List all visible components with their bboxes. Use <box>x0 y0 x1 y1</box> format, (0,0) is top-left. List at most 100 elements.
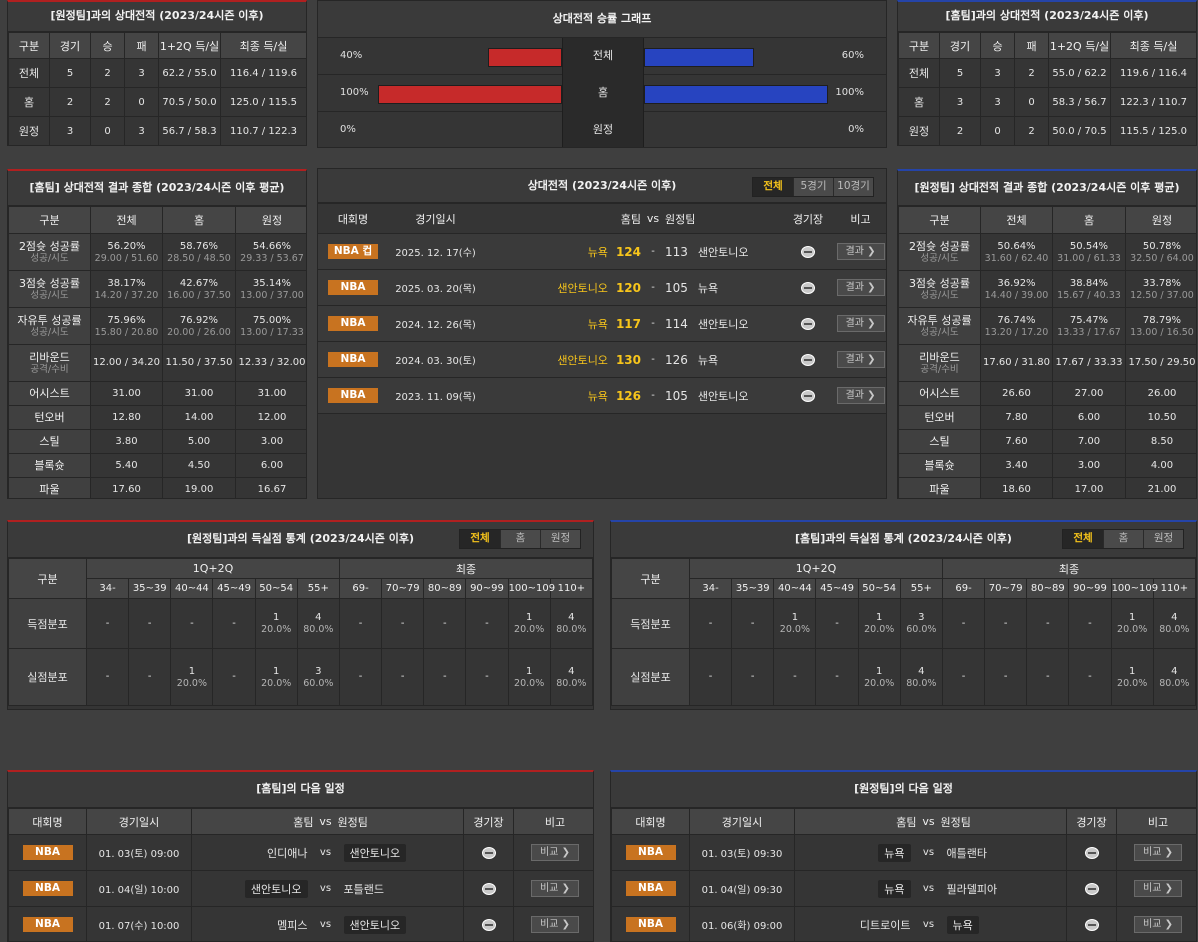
range-header: 34- <box>688 578 733 599</box>
stadium-icon[interactable] <box>481 918 496 931</box>
stat-label: 파울 <box>8 477 91 498</box>
right-percent: 60% <box>841 50 864 61</box>
right-win-bar <box>644 48 754 67</box>
stat-row: 리바운드 공격/수비 17.60 / 31.80 17.67 / 33.33 17.50… <box>898 344 1196 382</box>
stat-detail: 13.00 / 37.00 <box>240 289 304 301</box>
result-button[interactable]: 결과 ❯ <box>836 243 885 260</box>
stadium-icon[interactable] <box>801 281 815 294</box>
away-score: 105 <box>665 280 688 295</box>
stat-value: 76.92% <box>179 314 219 326</box>
tab-1[interactable]: 홈 <box>500 530 540 548</box>
schedule-row: NBA 01. 03(토) 09:30 뉴욕 vs 애틀랜타 비교 ❯ <box>611 834 1196 871</box>
group-header-row: 구분 1Q+2Q 최종 <box>611 558 1196 599</box>
stadium-icon[interactable] <box>1084 882 1099 895</box>
tab-0[interactable]: 전체 <box>753 178 793 196</box>
distribution-cell: 4 80.0% <box>549 648 593 706</box>
stat-cell: 17.67 / 33.33 <box>1052 344 1126 382</box>
compare-button[interactable]: 비교 ❯ <box>531 844 579 861</box>
stat-cell: 17.60 / 31.80 <box>980 344 1053 382</box>
distribution-cell: 1 20.0% <box>1110 648 1154 706</box>
stadium-icon[interactable] <box>801 245 815 258</box>
distribution-cell: 1 20.0% <box>1110 598 1154 649</box>
stat-label: 블록슛 <box>8 453 91 478</box>
note-cell: 비교 ❯ <box>513 870 593 907</box>
percent: 20.0% <box>864 677 895 689</box>
compare-button[interactable]: 비교 ❯ <box>1134 844 1182 861</box>
column-header: 대회명 <box>318 203 388 234</box>
stat-cell: 50.64% 31.60 / 62.40 <box>980 233 1053 271</box>
stat-value: 38.84% <box>1069 277 1109 289</box>
column-header: 전체 <box>980 206 1053 234</box>
percent: 60.0% <box>906 624 937 635</box>
cell: 2 <box>49 87 91 117</box>
group-header-row: 구분 1Q+2Q 최종 <box>8 558 593 599</box>
distribution-cell: - <box>688 648 733 706</box>
stadium-icon[interactable] <box>1084 918 1099 931</box>
tab-0[interactable]: 전체 <box>1063 530 1103 548</box>
column-header: 패 <box>1014 32 1049 59</box>
compare-button[interactable]: 비교 ❯ <box>1134 916 1182 933</box>
count: - <box>105 671 110 682</box>
cell: 122.3 / 110.7 <box>1110 87 1196 117</box>
tab-2[interactable]: 원정 <box>540 530 580 548</box>
stat-value: 17.67 / 33.33 <box>1055 357 1123 368</box>
result-button[interactable]: 결과 ❯ <box>836 279 885 296</box>
stat-value: 3.40 <box>1005 459 1028 471</box>
away-team: 애틀랜타 <box>946 846 987 860</box>
stat-cell: 10.50 <box>1125 405 1196 430</box>
points-tabs: 전체 홈 원정 <box>459 529 581 549</box>
stat-row: 블록슛 3.40 3.00 4.00 <box>898 453 1196 478</box>
stat-sub: 성공/시도 <box>920 253 959 264</box>
result-button[interactable]: 결과 ❯ <box>836 387 885 404</box>
count: - <box>708 671 713 682</box>
stat-label: 2점슛 성공률 성공/시도 <box>898 233 981 271</box>
count: - <box>358 617 363 629</box>
left-win-bar <box>378 85 562 104</box>
distribution-cell: - <box>381 648 425 706</box>
result-button[interactable]: 결과 ❯ <box>836 351 885 368</box>
count: 1 <box>273 612 280 623</box>
stat-name: 턴오버 <box>924 411 955 424</box>
distribution-cell: 1 20.0% <box>773 598 817 649</box>
compare-button[interactable]: 비교 ❯ <box>1134 880 1182 897</box>
stadium-icon[interactable] <box>801 353 815 366</box>
count: - <box>1003 671 1008 682</box>
compare-button[interactable]: 비교 ❯ <box>531 880 579 897</box>
tab-0[interactable]: 전체 <box>460 530 500 548</box>
distribution-cell: 1 20.0% <box>507 648 551 706</box>
count: 1 <box>791 612 799 623</box>
stat-cell: 12.80 <box>90 405 163 430</box>
percent: 80.0% <box>906 677 937 689</box>
stadium-icon[interactable] <box>1084 846 1099 859</box>
range-header: 55+ <box>296 578 340 599</box>
stadium-icon[interactable] <box>481 846 496 859</box>
game-date: 2023. 11. 09(목) <box>388 377 483 414</box>
result-button[interactable]: 결과 ❯ <box>836 315 885 332</box>
stat-cell: 58.76% 28.50 / 48.50 <box>162 233 236 271</box>
stadium-icon[interactable] <box>481 882 496 895</box>
stat-cell: 8.50 <box>1125 429 1196 454</box>
header-row: 대회명 경기일시 홈팀 vs 원정팀 경기장 비고 <box>611 808 1196 835</box>
stat-name: 자유투 성공률 <box>907 314 972 327</box>
stadium-icon[interactable] <box>801 389 815 402</box>
stat-label: 어시스트 <box>898 381 981 406</box>
stat-cell: 7.00 <box>1052 429 1126 454</box>
tab-1[interactable]: 5경기 <box>793 178 833 196</box>
compare-button[interactable]: 비교 ❯ <box>531 916 579 933</box>
tab-2[interactable]: 10경기 <box>833 178 873 196</box>
schedule-row: NBA 01. 06(화) 09:00 디트로이트 vs 뉴욕 비교 ❯ <box>611 906 1196 941</box>
stadium-icon[interactable] <box>801 317 815 330</box>
points-title: [홈팀]과의 득실점 통계 (2023/24시즌 이후) <box>795 532 1012 545</box>
graph-row-label: 홈 <box>562 75 644 112</box>
tab-1[interactable]: 홈 <box>1103 530 1143 548</box>
count: - <box>400 671 405 682</box>
tab-2[interactable]: 원정 <box>1143 530 1183 548</box>
stat-cell: 42.67% 16.00 / 37.50 <box>162 270 236 308</box>
count: - <box>793 671 797 682</box>
column-header: 경기장 <box>783 203 833 234</box>
schedule-table: 대회명 경기일시 홈팀 vs 원정팀 경기장 비고 NBA 01. 03(토) 09:30 뉴욕 v… <box>611 808 1196 941</box>
stat-label: 스틸 <box>8 429 91 454</box>
stat-detail: 16.00 / 37.50 <box>167 289 231 301</box>
home-cell: 인디애나 <box>191 834 314 871</box>
league-badge: NBA <box>328 316 378 331</box>
